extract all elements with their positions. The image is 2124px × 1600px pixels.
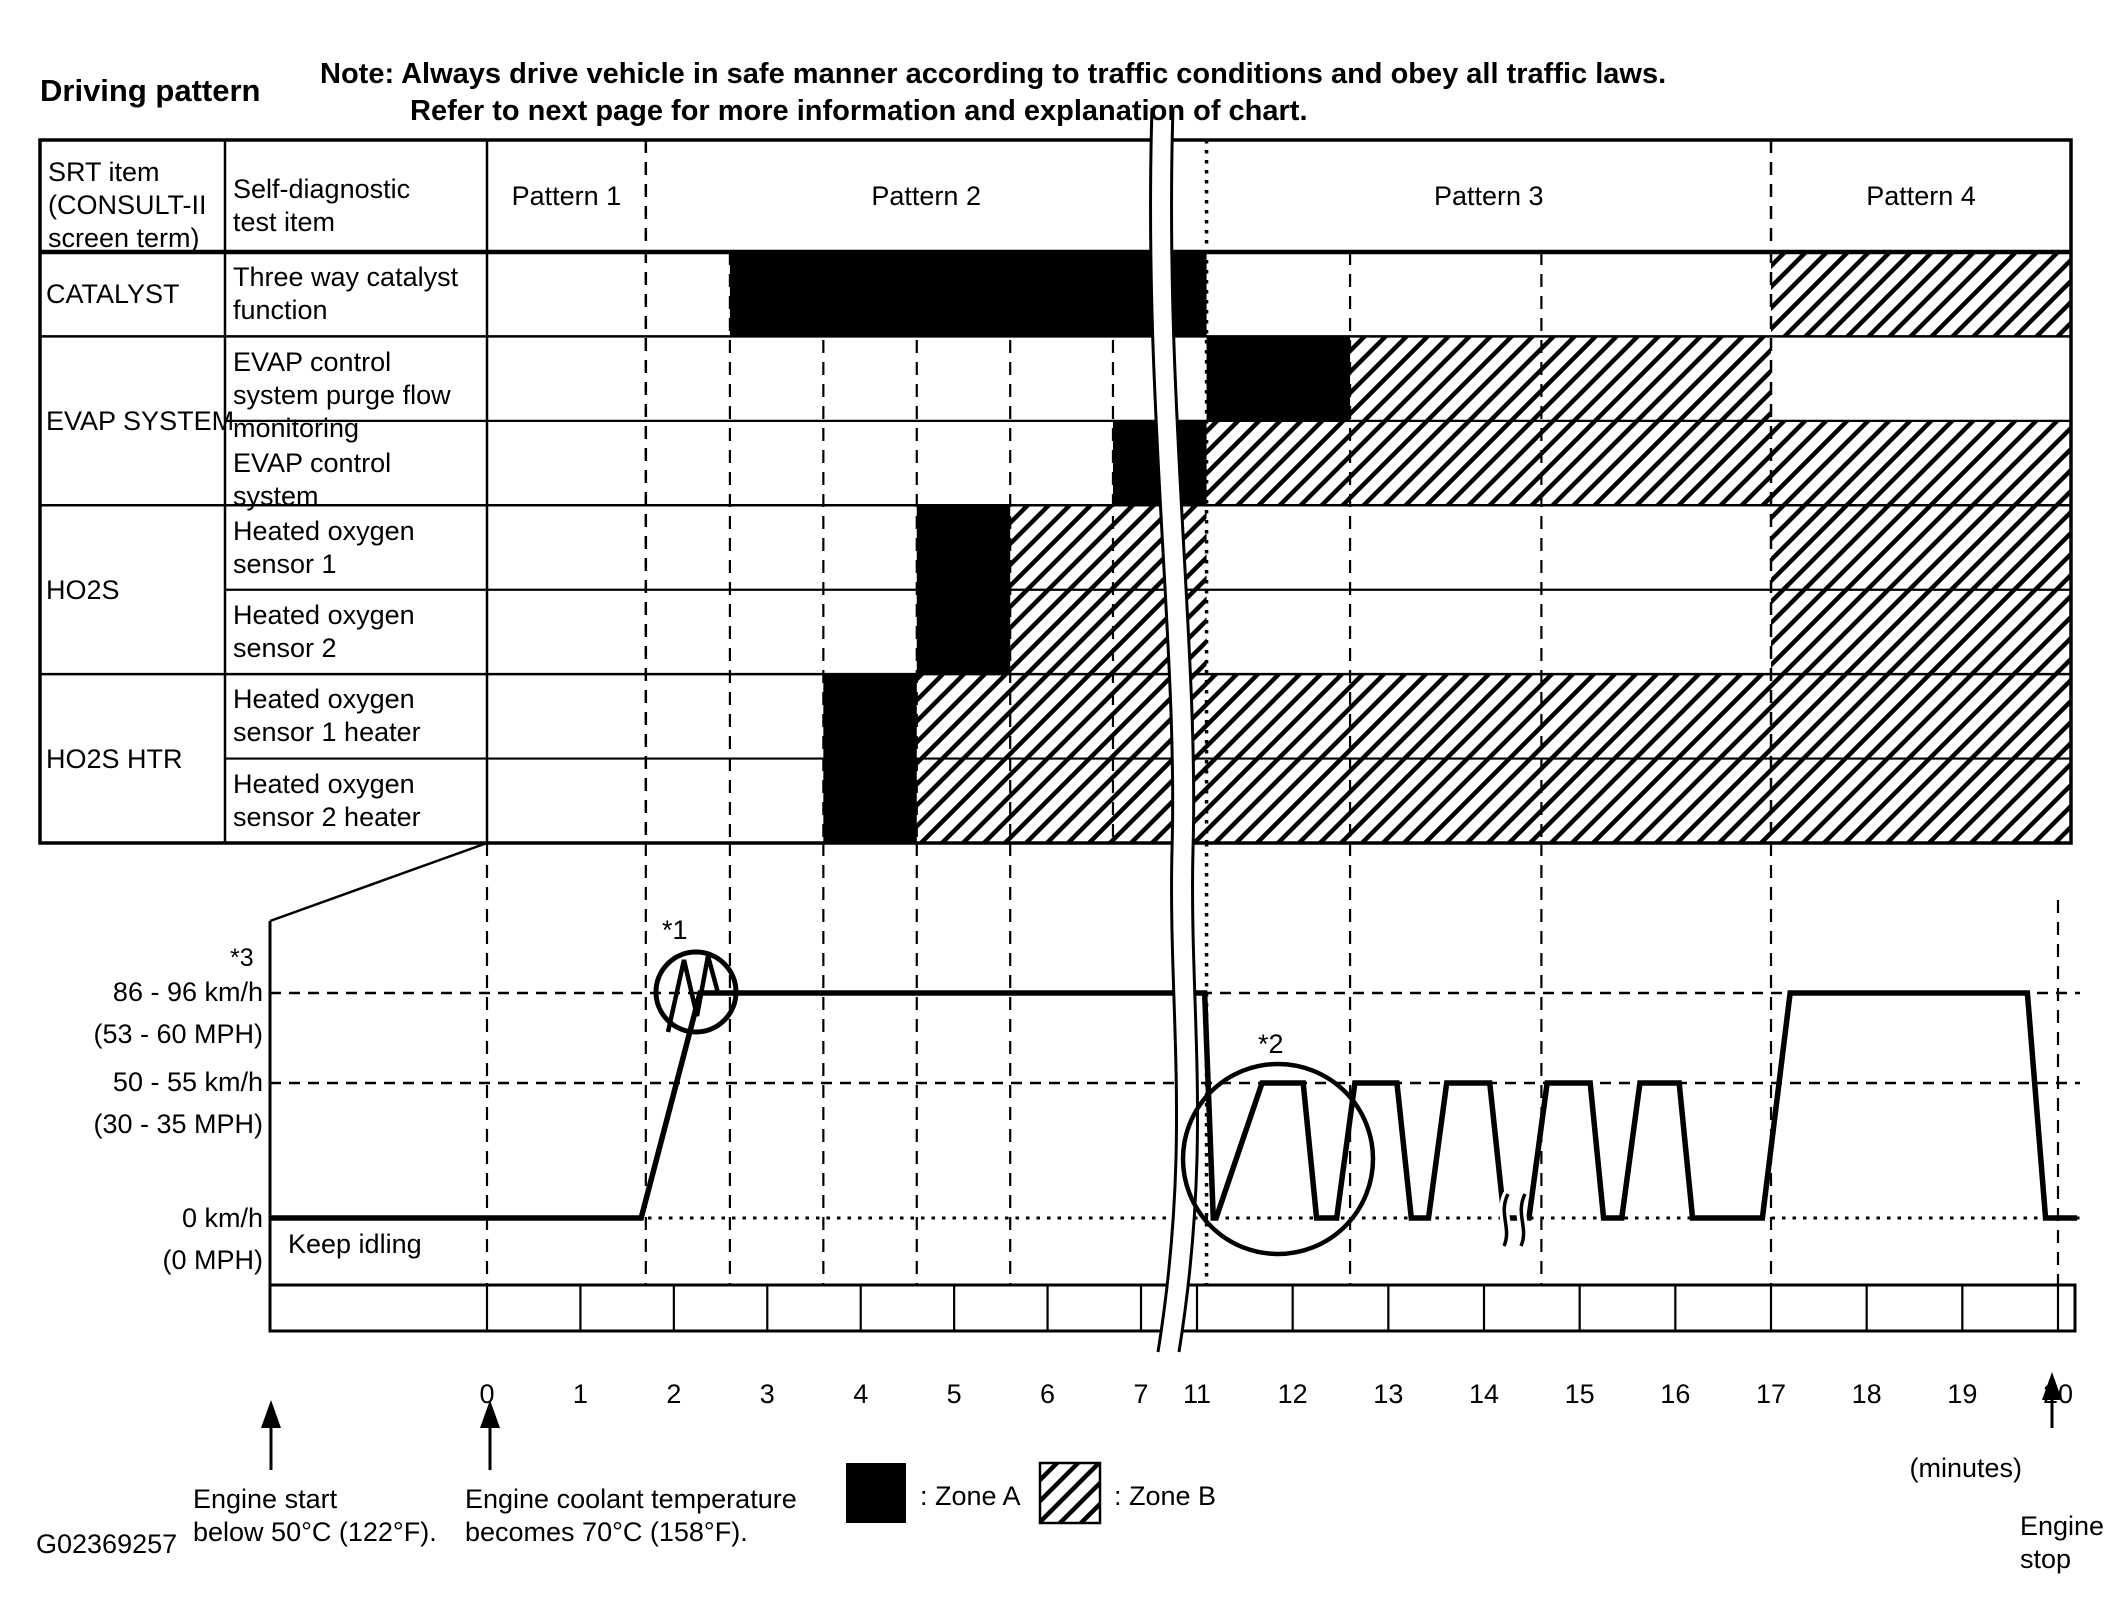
- zone-b-bar-row2: [1350, 336, 1771, 421]
- minute-label-16: 16: [1660, 1379, 1690, 1409]
- zone-a-bar-row7: [823, 758, 917, 843]
- zone-a-bar-row5: [916, 589, 1011, 675]
- figure-code: G02369257: [36, 1529, 178, 1559]
- test-item-label-row1: Three way catalyst function: [233, 262, 459, 326]
- speed-label-zero: 0 km/h: [181, 1203, 263, 1233]
- axis-break-curve-right: [1170, 107, 1200, 1353]
- test-item-label-row2: EVAP control system purge flow monitorin…: [233, 346, 451, 443]
- minute-label-2: 2: [666, 1379, 681, 1409]
- engine-stop-arrow-head: [2042, 1372, 2062, 1400]
- legend-zone-b-swatch: [1038, 1461, 1102, 1525]
- minute-label-19: 19: [1947, 1379, 1977, 1409]
- minutes-unit-label: (minutes): [1909, 1453, 2022, 1483]
- test-header-line: test item: [233, 207, 336, 237]
- keep-idling-label: Keep idling: [288, 1229, 422, 1259]
- axis-break-gap: [1150, 108, 1198, 1352]
- zone-b-bar-row4: [1771, 505, 2071, 590]
- vehicle-speed-trace: [270, 990, 2078, 1221]
- note-line-1: Note: Always drive vehicle in safe manne…: [320, 58, 1667, 90]
- coolant-line: becomes 70°C (158°F).: [465, 1517, 748, 1547]
- pattern-header-2: Pattern 2: [871, 181, 981, 211]
- minute-label-6: 6: [1040, 1379, 1055, 1409]
- zone-b-bar-row6: [916, 674, 2071, 759]
- test-item-column-header: Self-diagnostic test item: [233, 173, 410, 239]
- engine-start-arrow-head: [261, 1400, 281, 1428]
- zone-b-bar-row5: [1771, 589, 2071, 675]
- engine-start-line: below 50°C (122°F).: [193, 1517, 437, 1547]
- coolant-annotation: Engine coolant temperature becomes 70°C …: [465, 1483, 797, 1549]
- coolant-temp-arrow-head: [480, 1400, 500, 1428]
- test-item-label-row5: Heated oxygen sensor 2: [233, 599, 415, 663]
- speed-label-high: 86 - 96 km/h: [112, 977, 263, 1007]
- minute-label-4: 4: [853, 1379, 868, 1409]
- minute-label-7: 7: [1133, 1379, 1148, 1409]
- speed-label-high-sub: (53 - 60 MPH): [93, 1019, 263, 1049]
- minute-label-11: 11: [1183, 1379, 1211, 1409]
- zone-b-bar-row3: [1206, 420, 2071, 506]
- minute-label-12: 12: [1278, 1379, 1308, 1409]
- zone-b-bar-row1: [1771, 252, 2071, 337]
- srt-item-label-ho2s: HO2S: [46, 574, 120, 605]
- minute-label-17: 17: [1756, 1379, 1786, 1409]
- pattern-header-4: Pattern 4: [1866, 181, 1976, 211]
- speed-label-mid-sub: (30 - 35 MPH): [93, 1109, 263, 1139]
- engine-start-annotation: Engine start below 50°C (122°F).: [193, 1483, 437, 1549]
- legend-zone-b-label: : Zone B: [1114, 1481, 1217, 1511]
- srt-item-label-catalyst: CATALYST: [46, 279, 180, 310]
- test-header-line: Self-diagnostic: [233, 174, 411, 204]
- srt-header-line: (CONSULT-II: [48, 190, 207, 220]
- note-line-2: Refer to next page for more information …: [410, 95, 1308, 127]
- engine-stop-annotation: Engine stop: [2020, 1510, 2104, 1576]
- engine-start-line: Engine start: [193, 1484, 338, 1514]
- callout-2-circle: [1180, 1061, 1376, 1257]
- engine-stop-line: stop: [2020, 1544, 2072, 1574]
- test-item-label-row4: Heated oxygen sensor 1: [233, 515, 415, 579]
- pattern-header-1: Pattern 1: [511, 181, 622, 211]
- legend-zone-a-label: : Zone A: [920, 1481, 1021, 1511]
- srt-item-label-ho2s-htr: HO2S HTR: [46, 743, 183, 774]
- minute-label-18: 18: [1852, 1379, 1882, 1409]
- table-outer-border: [38, 138, 2073, 845]
- minute-label-14: 14: [1469, 1379, 1499, 1409]
- srt-header-line: screen term): [48, 223, 200, 253]
- pattern-header-3: Pattern 3: [1433, 181, 1544, 211]
- minute-label-13: 13: [1373, 1379, 1403, 1409]
- srt-item-label-evap-system: EVAP SYSTEM: [46, 405, 235, 436]
- srt-header-line: SRT item: [48, 157, 160, 187]
- minute-label-1: 1: [573, 1379, 588, 1409]
- speed-label-zero-sub: (0 MPH): [162, 1245, 264, 1275]
- table-graph-connector: [269, 841, 488, 923]
- coolant-line: Engine coolant temperature: [465, 1484, 797, 1514]
- minute-label-15: 15: [1565, 1379, 1595, 1409]
- axis-break-curve-left: [1149, 107, 1179, 1353]
- test-item-label-row6: Heated oxygen sensor 1 heater: [233, 684, 421, 748]
- zone-b-bar-row7: [916, 758, 2071, 843]
- engine-stop-line: Engine: [2020, 1511, 2105, 1541]
- zone-a-bar-row1: [729, 252, 1207, 337]
- minute-label-20: 20: [2043, 1379, 2073, 1409]
- page-title: Driving pattern: [40, 73, 261, 108]
- speed-note-3: *3: [230, 944, 254, 972]
- minute-label-0: 0: [479, 1379, 494, 1409]
- zone-a-bar-row4: [916, 505, 1011, 590]
- callout-1-label: *1: [662, 915, 688, 945]
- test-item-label-row7: Heated oxygen sensor 2 heater: [233, 768, 421, 832]
- test-item-label-row3: EVAP control system: [233, 448, 392, 512]
- legend-zone-a-swatch: [846, 1463, 906, 1523]
- minute-label-3: 3: [760, 1379, 775, 1409]
- trace-break-squiggle: [1519, 1193, 1527, 1247]
- speed-spike-zigzag: [665, 955, 721, 1033]
- callout-1-circle: [653, 949, 739, 1035]
- zone-a-bar-row6: [823, 674, 917, 759]
- callout-2-label: *2: [1258, 1029, 1284, 1059]
- srt-column-header: SRT item (CONSULT-II screen term): [48, 156, 207, 255]
- zone-a-bar-row2: [1206, 336, 1351, 421]
- minute-label-5: 5: [947, 1379, 962, 1409]
- speed-label-mid: 50 - 55 km/h: [112, 1067, 263, 1097]
- trace-break-squiggle: [1502, 1193, 1510, 1247]
